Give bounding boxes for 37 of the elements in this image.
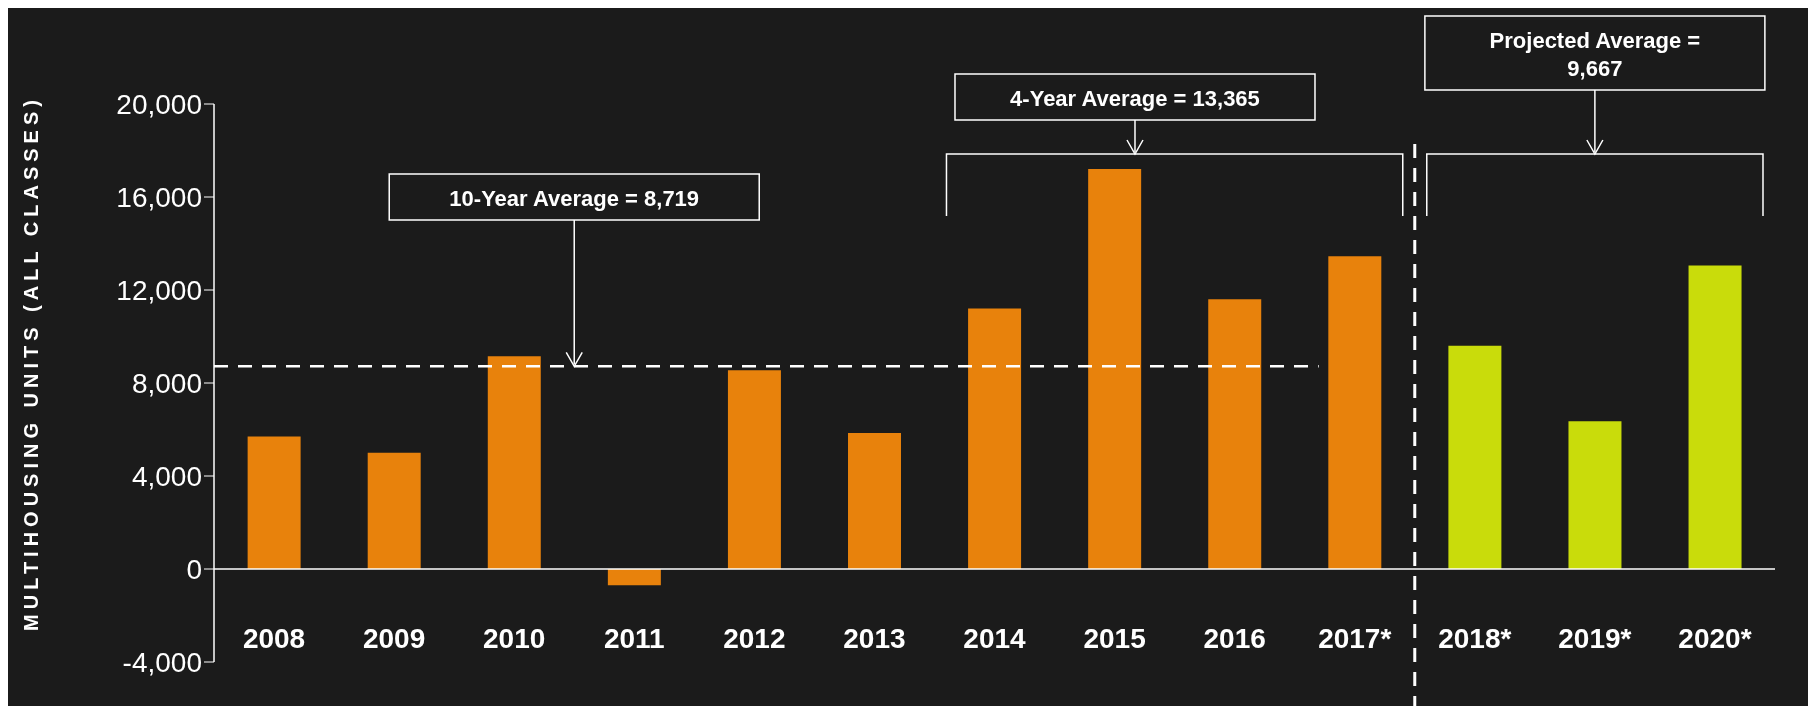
y-tick-label: 4,000 — [131, 460, 202, 492]
x-tick-label: 2014 — [963, 623, 1027, 654]
x-tick-label: 2011 — [603, 623, 665, 654]
bar — [1568, 421, 1622, 569]
annotation: 4-Year Average = 13,365 — [1010, 86, 1260, 111]
bar — [1088, 169, 1142, 569]
bar — [727, 370, 781, 569]
y-tick-label: 0 — [186, 553, 202, 585]
bar — [1208, 299, 1262, 569]
y-tick-label: -4,000 — [122, 646, 202, 678]
x-tick-label: 2020* — [1678, 623, 1752, 654]
bar — [1328, 256, 1382, 569]
bar — [1448, 345, 1502, 569]
bar — [367, 452, 421, 569]
x-tick-label: 2016 — [1203, 623, 1266, 654]
x-tick-label: 2018* — [1438, 623, 1512, 654]
y-tick-label: 8,000 — [131, 367, 202, 399]
x-tick-label: 2015 — [1083, 623, 1146, 654]
y-tick-label: 12,000 — [116, 274, 202, 306]
y-tick-label: 20,000 — [116, 88, 202, 120]
x-tick-label: 2019* — [1558, 623, 1632, 654]
x-tick-label: 2010 — [483, 623, 546, 654]
bar — [848, 432, 902, 569]
x-tick-label: 2013 — [843, 623, 906, 654]
bar — [487, 356, 541, 569]
bar — [1688, 265, 1742, 569]
ref-line-label: 10-Year Average = 8,719 — [449, 186, 700, 211]
bar — [247, 436, 301, 569]
bar — [968, 308, 1022, 569]
y-axis-title: MULTIHOUSING UNITS (ALL CLASSES) — [20, 95, 42, 631]
bar — [607, 569, 661, 586]
y-tick-label: 16,000 — [116, 181, 202, 213]
text: Projected Average = 9,667 — [1489, 28, 1701, 81]
x-tick-label: 2009 — [362, 623, 426, 654]
x-tick-label: 2012 — [723, 623, 786, 654]
x-tick-label: 2008 — [242, 623, 306, 654]
x-tick-label: 2017* — [1318, 623, 1392, 654]
